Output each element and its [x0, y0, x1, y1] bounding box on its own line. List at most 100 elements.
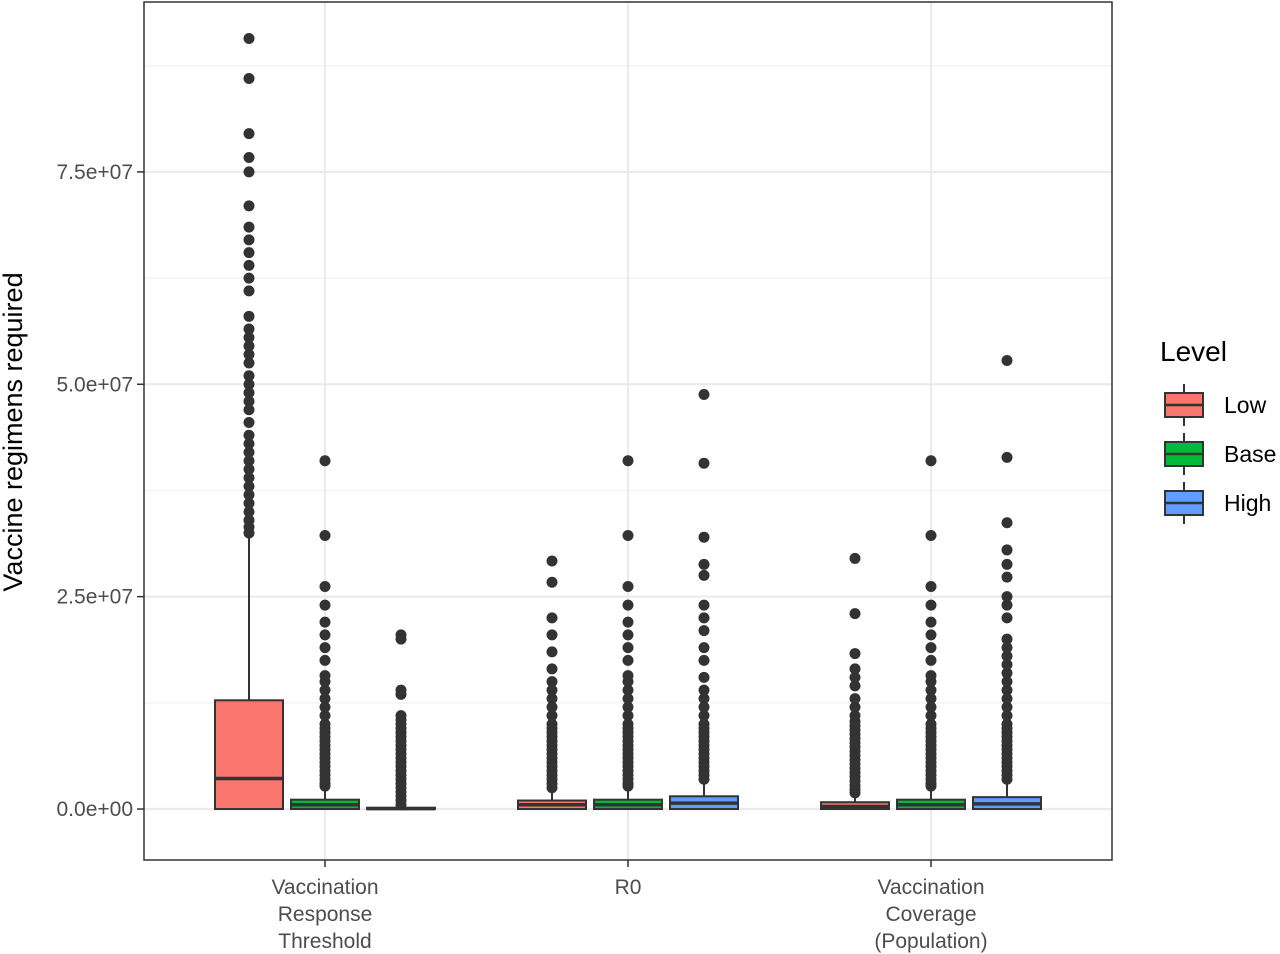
- outlier-point: [849, 701, 861, 713]
- outlier-point: [243, 417, 255, 429]
- outlier-point: [622, 455, 634, 467]
- outlier-point: [698, 693, 710, 705]
- outlier-point: [622, 629, 634, 641]
- outlier-point: [925, 529, 937, 541]
- y-tick-label: 7.5e+07: [57, 161, 134, 184]
- outlier-point: [243, 221, 255, 233]
- outlier-point: [1001, 676, 1013, 688]
- outlier-point: [1001, 718, 1013, 730]
- outlier-point: [925, 684, 937, 696]
- box-base-0: [290, 455, 360, 811]
- outlier-point: [1001, 701, 1013, 713]
- outlier-point: [243, 480, 255, 492]
- outlier-point: [243, 506, 255, 518]
- outlier-point: [243, 128, 255, 140]
- y-axis-title: Vaccine regimens required: [0, 272, 28, 591]
- outlier-point: [243, 472, 255, 484]
- outlier-point: [546, 612, 558, 624]
- x-tick-label: R0: [615, 876, 642, 899]
- outlier-point: [622, 599, 634, 611]
- legend-entry-base: Base: [1164, 433, 1276, 475]
- outlier-point: [698, 701, 710, 713]
- outlier-point: [546, 629, 558, 641]
- outlier-point: [319, 710, 331, 722]
- outlier-point: [243, 200, 255, 212]
- x-tick-label-line: (Population): [874, 930, 987, 953]
- outlier-point: [243, 33, 255, 45]
- box-series: [214, 33, 1042, 811]
- y-tick-label: 5.0e+07: [57, 373, 134, 396]
- outlier-point: [243, 463, 255, 475]
- outlier-point: [546, 684, 558, 696]
- outlier-point: [925, 718, 937, 730]
- outlier-point: [925, 701, 937, 713]
- outlier-point: [546, 663, 558, 675]
- outlier-point: [319, 642, 331, 654]
- outlier-point: [622, 693, 634, 705]
- outlier-point: [395, 710, 407, 722]
- outlier-point: [319, 670, 331, 682]
- outlier-point: [698, 671, 710, 683]
- outlier-point: [698, 684, 710, 696]
- outlier-point: [546, 693, 558, 705]
- outlier-point: [243, 166, 255, 178]
- outlier-point: [319, 616, 331, 628]
- outlier-point: [243, 332, 255, 344]
- legend-label: Low: [1224, 392, 1267, 418]
- outlier-point: [925, 629, 937, 641]
- legend: Level Low Base High: [1160, 336, 1276, 524]
- y-tick-label: 0.0e+00: [57, 798, 134, 821]
- outlier-point: [243, 387, 255, 399]
- outlier-point: [849, 680, 861, 692]
- outlier-point: [243, 340, 255, 352]
- outlier-point: [622, 654, 634, 666]
- outlier-point: [1001, 451, 1013, 463]
- outlier-point: [546, 710, 558, 722]
- outlier-point: [1001, 710, 1013, 722]
- outlier-point: [698, 558, 710, 570]
- legend-entry-low: Low: [1164, 384, 1267, 426]
- x-tick-label-line: Vaccination: [271, 876, 378, 899]
- box-high-0: [366, 629, 436, 811]
- outlier-point: [546, 701, 558, 713]
- outlier-point: [395, 684, 407, 696]
- outlier-point: [243, 446, 255, 458]
- box-high-2: [972, 354, 1042, 811]
- outlier-point: [1001, 642, 1013, 654]
- outlier-point: [546, 555, 558, 567]
- outlier-point: [698, 654, 710, 666]
- x-tick-label-line: R0: [615, 876, 642, 899]
- outlier-point: [925, 599, 937, 611]
- outlier-point: [243, 438, 255, 450]
- outlier-point: [1001, 517, 1013, 529]
- outlier-point: [698, 625, 710, 637]
- outlier-point: [698, 718, 710, 730]
- outlier-point: [1001, 659, 1013, 671]
- outlier-point: [243, 395, 255, 407]
- outlier-point: [243, 285, 255, 297]
- legend-title: Level: [1160, 336, 1227, 367]
- outlier-point: [319, 654, 331, 666]
- outlier-point: [243, 455, 255, 467]
- outlier-point: [243, 404, 255, 416]
- outlier-point: [698, 531, 710, 543]
- outlier-point: [849, 552, 861, 564]
- outlier-point: [925, 670, 937, 682]
- outlier-point: [319, 693, 331, 705]
- outlier-point: [1001, 633, 1013, 645]
- legend-label: High: [1224, 490, 1271, 516]
- box-high-1: [669, 388, 739, 811]
- legend-label: Base: [1224, 441, 1276, 467]
- outlier-point: [243, 429, 255, 441]
- outlier-point: [243, 310, 255, 322]
- outlier-point: [925, 616, 937, 628]
- outlier-point: [243, 72, 255, 84]
- x-tick-label: Vaccination Response Threshold: [271, 876, 378, 953]
- outlier-point: [243, 272, 255, 284]
- box-iqr: [214, 699, 284, 811]
- outlier-point: [849, 671, 861, 683]
- outlier-point: [925, 455, 937, 467]
- outlier-point: [622, 684, 634, 696]
